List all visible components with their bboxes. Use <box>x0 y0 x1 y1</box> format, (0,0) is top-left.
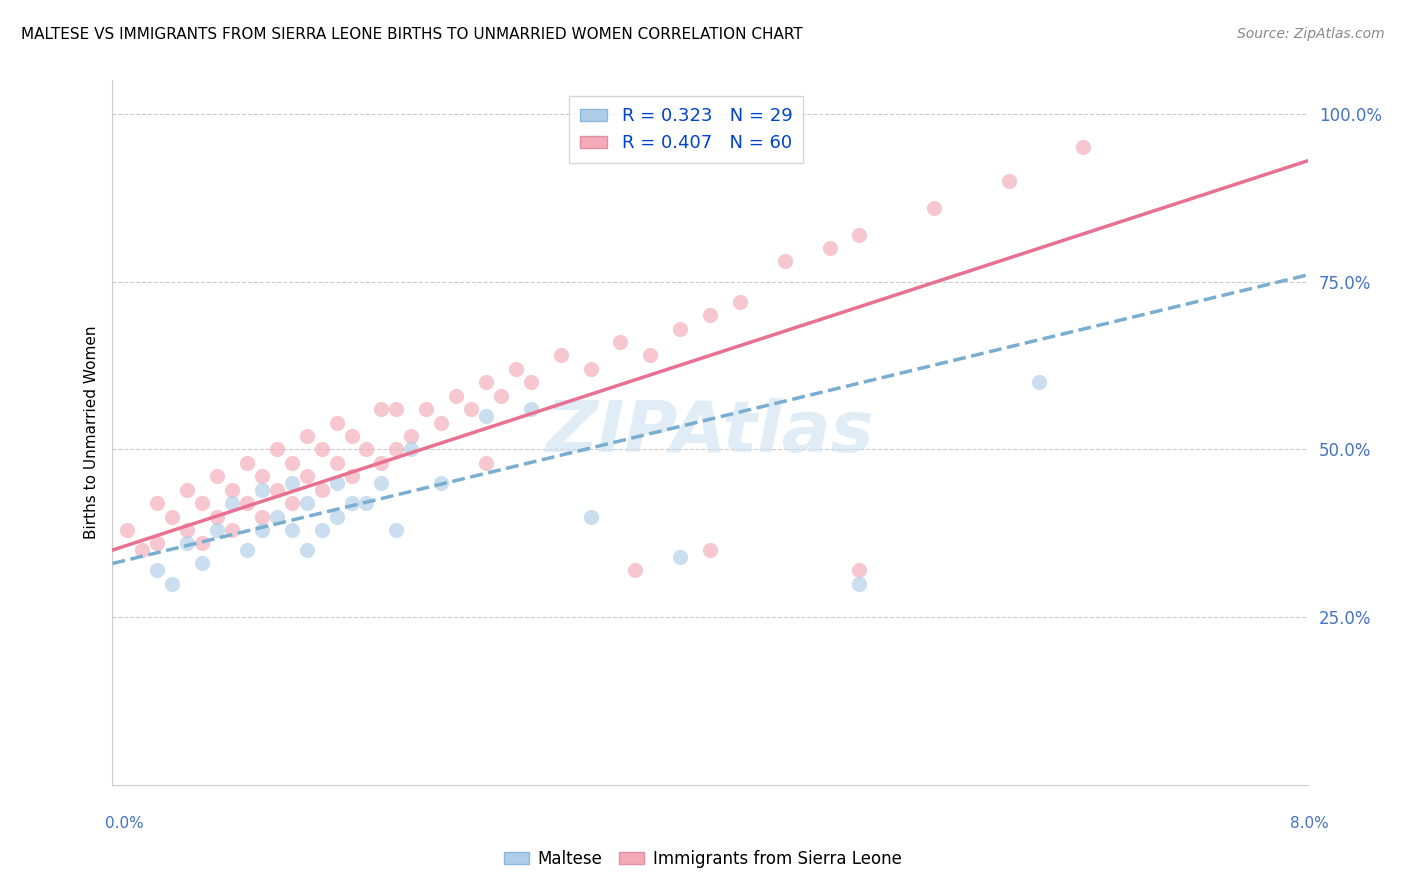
Point <box>385 442 408 457</box>
Point <box>311 483 333 497</box>
Point <box>401 442 423 457</box>
Point <box>489 389 512 403</box>
Point <box>250 483 273 497</box>
Text: 8.0%: 8.0% <box>1289 816 1329 831</box>
Point <box>773 254 796 268</box>
Point <box>176 523 198 537</box>
Point <box>728 294 751 309</box>
Point <box>176 483 198 497</box>
Point <box>848 227 870 242</box>
Point <box>281 496 304 510</box>
Point <box>699 308 721 322</box>
Point <box>146 496 169 510</box>
Point <box>579 362 602 376</box>
Point <box>146 536 169 550</box>
Point <box>370 402 392 417</box>
Point <box>295 543 318 558</box>
Point <box>131 543 153 558</box>
Point <box>699 543 721 558</box>
Point <box>250 523 273 537</box>
Point <box>1028 376 1050 390</box>
Point <box>250 469 273 483</box>
Point <box>281 475 304 490</box>
Point <box>266 509 288 524</box>
Text: ZIPAtlas: ZIPAtlas <box>546 398 875 467</box>
Point <box>998 174 1021 188</box>
Text: MALTESE VS IMMIGRANTS FROM SIERRA LEONE BIRTHS TO UNMARRIED WOMEN CORRELATION CH: MALTESE VS IMMIGRANTS FROM SIERRA LEONE … <box>21 27 803 42</box>
Point <box>176 536 198 550</box>
Point <box>922 201 945 215</box>
Point <box>162 509 183 524</box>
Point <box>281 456 304 470</box>
Point <box>117 523 139 537</box>
Point <box>444 389 467 403</box>
Point <box>669 321 692 335</box>
Point <box>266 442 288 457</box>
Point <box>236 543 259 558</box>
Point <box>370 456 392 470</box>
Point <box>475 409 498 423</box>
Legend: Maltese, Immigrants from Sierra Leone: Maltese, Immigrants from Sierra Leone <box>498 844 908 875</box>
Point <box>475 456 498 470</box>
Point <box>340 429 363 443</box>
Point <box>325 456 347 470</box>
Point <box>356 496 378 510</box>
Point <box>205 523 228 537</box>
Point <box>236 496 259 510</box>
Point <box>340 496 363 510</box>
Point <box>162 576 183 591</box>
Point <box>295 496 318 510</box>
Point <box>146 563 169 577</box>
Point <box>191 496 214 510</box>
Point <box>340 469 363 483</box>
Point <box>205 469 228 483</box>
Point <box>325 475 347 490</box>
Point <box>848 563 870 577</box>
Point <box>221 523 243 537</box>
Text: 0.0%: 0.0% <box>105 816 145 831</box>
Point <box>624 563 647 577</box>
Point <box>415 402 437 417</box>
Point <box>385 402 408 417</box>
Point <box>385 523 408 537</box>
Point <box>640 348 662 362</box>
Point <box>848 576 870 591</box>
Point <box>356 442 378 457</box>
Point <box>295 429 318 443</box>
Point <box>430 416 453 430</box>
Point <box>221 496 243 510</box>
Point <box>1073 140 1095 154</box>
Point <box>669 549 692 564</box>
Legend: R = 0.323   N = 29, R = 0.407   N = 60: R = 0.323 N = 29, R = 0.407 N = 60 <box>569 96 803 163</box>
Point <box>236 456 259 470</box>
Y-axis label: Births to Unmarried Women: Births to Unmarried Women <box>83 326 98 540</box>
Point <box>250 509 273 524</box>
Text: Source: ZipAtlas.com: Source: ZipAtlas.com <box>1237 27 1385 41</box>
Point <box>818 241 841 255</box>
Point <box>311 523 333 537</box>
Point <box>505 362 527 376</box>
Point <box>221 483 243 497</box>
Point <box>191 536 214 550</box>
Point <box>520 376 543 390</box>
Point <box>609 334 631 349</box>
Point <box>266 483 288 497</box>
Point <box>325 509 347 524</box>
Point <box>430 475 453 490</box>
Point <box>520 402 543 417</box>
Point <box>475 376 498 390</box>
Point <box>460 402 482 417</box>
Point <box>281 523 304 537</box>
Point <box>550 348 572 362</box>
Point <box>579 509 602 524</box>
Point <box>401 429 423 443</box>
Point <box>295 469 318 483</box>
Point <box>205 509 228 524</box>
Point <box>311 442 333 457</box>
Point <box>370 475 392 490</box>
Point <box>191 557 214 571</box>
Point <box>325 416 347 430</box>
